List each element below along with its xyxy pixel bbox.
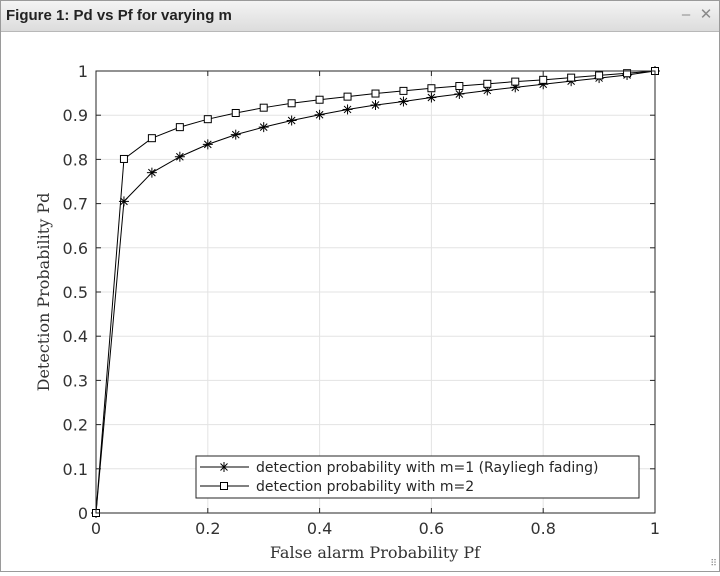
x-tick-label: 0.8 [530, 519, 555, 538]
asterisk-marker [146, 167, 157, 178]
figure-canvas: 0 0.2 0.4 0.6 0.8 1 0 0.1 0.2 0.3 0.4 0.5 0.6 0.7 0.8 0… [1, 32, 719, 571]
asterisk-stroke [220, 463, 228, 471]
asterisk-marker [258, 122, 269, 133]
square-marker [175, 123, 184, 132]
close-icon[interactable]: ✕ [699, 6, 713, 23]
y-tick-label: 0.5 [63, 283, 88, 302]
asterisk-marker [398, 96, 409, 107]
x-tick-label: 0.2 [195, 519, 220, 538]
asterisk-stroke [120, 197, 128, 206]
axis-ticks: 0 0.2 0.4 0.6 0.8 1 0 0.1 0.2 0.3 0.4 0.5 0.6 0.7 0.8 0… [63, 62, 661, 538]
asterisk-marker [202, 139, 213, 150]
square-marker [119, 154, 128, 163]
series-layer [91, 66, 660, 518]
title-bar[interactable]: Figure 1: Pd vs Pf for varying m – ✕ [1, 1, 719, 32]
x-tick-label: 1 [650, 519, 660, 538]
series-1 [91, 66, 660, 518]
asterisk-stroke [427, 93, 436, 102]
pd-vs-pf-chart: 0 0.2 0.4 0.6 0.8 1 0 0.1 0.2 0.3 0.4 0.5 0.6 0.7 0.8 0… [34, 62, 661, 562]
legend-marker-m2 [220, 482, 228, 490]
y-tick-label: 0.8 [63, 150, 88, 169]
legend-label-m2: detection probability with m=2 [256, 479, 474, 495]
asterisk-stroke [371, 101, 380, 109]
asterisk-marker [174, 151, 185, 162]
y-tick-label: 0.7 [63, 195, 88, 214]
x-tick-label: 0 [91, 519, 101, 538]
square-marker [427, 84, 436, 93]
asterisk-marker [426, 92, 437, 103]
square-marker [220, 482, 228, 490]
y-tick-label: 0.9 [63, 106, 88, 125]
y-tick-label: 0.4 [63, 327, 88, 346]
x-axis-label: False alarm Probability Pf [270, 543, 481, 562]
square-marker [567, 73, 576, 82]
asterisk-stroke [259, 123, 268, 131]
asterisk-marker [370, 100, 381, 111]
asterisk-marker [482, 85, 493, 96]
asterisk-marker [286, 115, 297, 126]
y-tick-label: 0 [78, 504, 88, 523]
x-tick-label: 0.6 [419, 519, 444, 538]
square-marker [287, 99, 296, 108]
square-marker [511, 77, 520, 86]
asterisk-stroke [399, 97, 408, 106]
square-marker [371, 89, 380, 98]
asterisk-stroke [203, 140, 212, 149]
square-marker [399, 86, 408, 95]
square-marker [231, 108, 240, 117]
asterisk-marker [454, 88, 465, 99]
asterisk-marker [230, 129, 241, 140]
square-marker [539, 75, 548, 84]
square-marker [147, 134, 156, 143]
y-tick-label: 0.6 [63, 239, 88, 258]
asterisk-stroke [455, 90, 464, 98]
square-marker [483, 79, 492, 88]
asterisk-stroke [315, 110, 324, 119]
square-marker [343, 92, 352, 101]
square-marker [455, 82, 464, 91]
x-tick-label: 0.4 [307, 519, 332, 538]
asterisk-stroke [175, 152, 184, 161]
square-marker [595, 71, 604, 80]
y-tick-label: 1 [78, 62, 88, 81]
window-title: Figure 1: Pd vs Pf for varying m [6, 7, 232, 24]
asterisk-marker [342, 104, 353, 115]
square-marker [623, 69, 632, 78]
asterisk-marker [314, 109, 325, 120]
y-tick-label: 0.3 [63, 371, 88, 390]
asterisk-stroke [483, 86, 492, 95]
square-marker [315, 95, 324, 104]
square-marker [203, 115, 212, 124]
legend-label-m1: detection probability with m=1 (Rayliegh… [256, 460, 598, 476]
legend-box [195, 455, 640, 499]
resize-grip-icon[interactable]: ⠿ [710, 558, 717, 568]
grid-lines [96, 71, 655, 513]
asterisk-marker [219, 462, 229, 472]
asterisk-stroke [287, 116, 296, 125]
y-tick-label: 0.1 [63, 460, 88, 479]
asterisk-stroke [343, 105, 352, 114]
asterisk-stroke [148, 168, 156, 177]
y-axis-label: Detection Probability Pd [34, 193, 53, 392]
square-marker [259, 103, 268, 112]
asterisk-stroke [231, 130, 240, 139]
legend: detection probability with m=1 (Rayliegh… [195, 455, 640, 499]
minimize-icon[interactable]: – [681, 6, 691, 23]
y-tick-label: 0.2 [63, 416, 88, 435]
legend-marker-m1 [219, 462, 229, 472]
